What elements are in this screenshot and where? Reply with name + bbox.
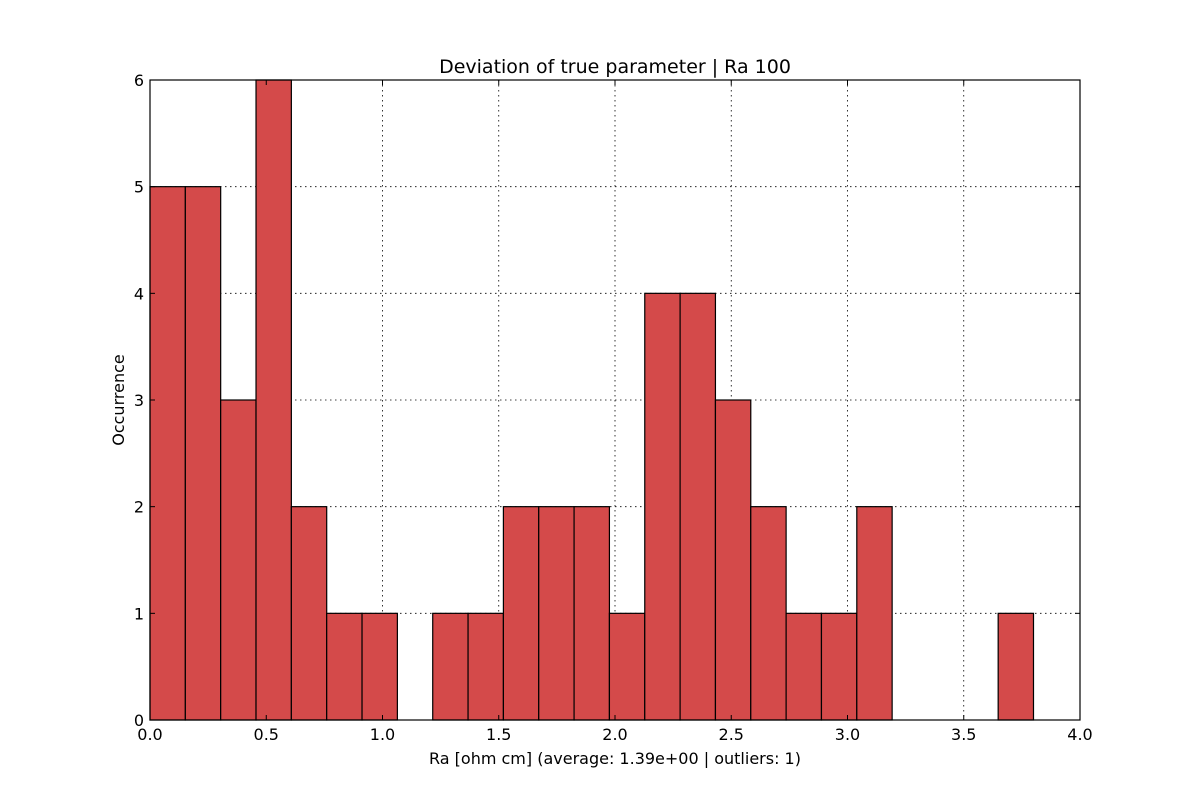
histogram-bar: [538, 506, 575, 721]
y-tick-label: 3: [134, 391, 144, 410]
histogram-bar: [255, 79, 292, 721]
x-tick-label: 4.0: [1067, 725, 1092, 744]
histogram-bar: [820, 612, 858, 721]
x-tick-label: 1.0: [370, 725, 395, 744]
x-tick-label: 0.0: [137, 725, 162, 744]
y-tick-label: 4: [134, 284, 144, 303]
histogram-bar: [432, 612, 469, 721]
histogram-bar: [361, 612, 398, 721]
histogram-bar: [502, 506, 540, 721]
x-tick-label: 3.5: [951, 725, 976, 744]
y-tick-label: 2: [134, 498, 144, 517]
x-tick-label: 1.5: [486, 725, 511, 744]
x-tick-label: 3.0: [835, 725, 860, 744]
histogram-bar: [608, 612, 646, 721]
histogram-bar: [679, 292, 717, 721]
histogram-bar: [184, 186, 222, 721]
x-axis-label: Ra [ohm cm] (average: 1.39e+00 | outlier…: [429, 749, 801, 768]
axis-ticks: 0.0 0.5 1.0 1.5 2.0 2.5 3.0 3.5 4.0 0 1 2 3 4 5 6: [134, 71, 1093, 744]
chart-title: Deviation of true parameter | Ra 100: [439, 56, 791, 78]
histogram-bar: [714, 399, 752, 721]
histogram-bar: [750, 506, 787, 721]
y-tick-label: 6: [134, 71, 144, 90]
histogram-bar: [644, 292, 681, 721]
x-tick-label: 2.5: [719, 725, 744, 744]
histogram-bar: [573, 506, 611, 721]
histogram-bar: [467, 612, 504, 721]
y-tick-label: 1: [134, 604, 144, 623]
histogram-bar: [997, 612, 1035, 721]
histogram-bar: [290, 506, 328, 721]
y-tick-label: 5: [134, 178, 144, 197]
x-tick-label: 0.5: [254, 725, 279, 744]
histogram-bar: [220, 399, 257, 721]
histogram-bar: [856, 506, 893, 721]
y-tick-label: 0: [134, 711, 144, 730]
histogram-bar: [326, 612, 363, 721]
y-axis-label: Occurrence: [109, 354, 128, 445]
x-tick-label: 2.0: [602, 725, 627, 744]
histogram-bar: [785, 612, 823, 721]
histogram-bar: [149, 186, 186, 721]
